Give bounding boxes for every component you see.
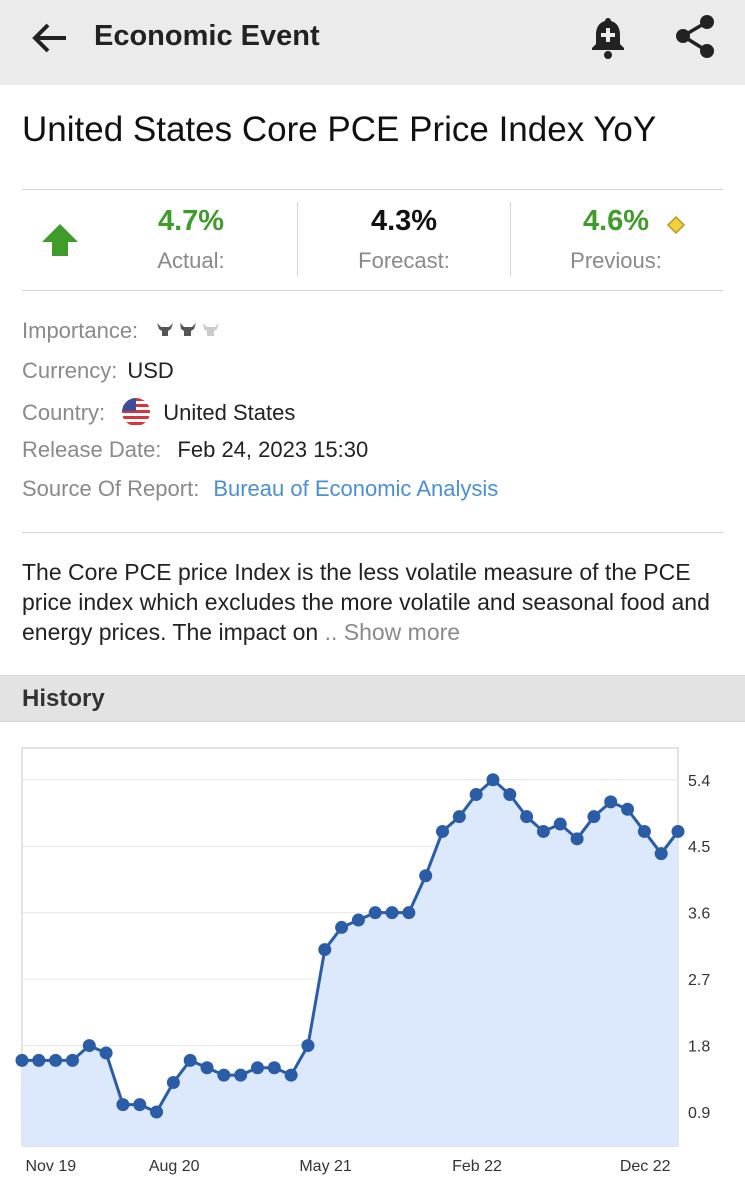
description: The Core PCE price Index is the less vol…	[22, 557, 727, 647]
point	[335, 920, 349, 934]
point	[385, 906, 399, 920]
x-tick-label: Feb 22	[452, 1158, 502, 1175]
previous-value: 4.6%	[582, 205, 650, 237]
y-tick-label: 0.9	[688, 1105, 710, 1122]
point	[234, 1068, 248, 1082]
point	[368, 906, 382, 920]
share-button[interactable]	[673, 14, 717, 60]
point	[150, 1105, 164, 1119]
previous-label: Previous:	[570, 248, 662, 273]
point	[301, 1039, 315, 1053]
country-row: Country: United States	[22, 397, 295, 427]
divider	[510, 202, 511, 276]
point	[65, 1053, 79, 1067]
history-chart: 0.9 1.8 2.7 3.6 4.5 5.4 Nov 19 Aug 20 May 21 Feb …	[15, 747, 710, 1175]
show-more[interactable]: .. Show more	[324, 619, 461, 645]
x-tick-label: Nov 19	[25, 1158, 76, 1175]
value: USD	[127, 358, 174, 383]
point	[284, 1068, 298, 1082]
point	[217, 1068, 231, 1082]
currency-row: Currency: USD	[22, 358, 174, 384]
importance-row: Importance:	[22, 318, 224, 344]
divider	[297, 202, 298, 276]
point	[587, 810, 601, 824]
flag-icon	[122, 398, 151, 426]
point	[402, 906, 416, 920]
point	[267, 1061, 281, 1075]
actual-label: Actual:	[157, 248, 225, 273]
x-tick-label: Aug 20	[149, 1158, 200, 1175]
divider	[22, 189, 723, 190]
point	[452, 810, 466, 824]
divider	[22, 290, 723, 291]
previous: 4.6% Previous:	[510, 205, 722, 274]
source-link[interactable]: Bureau of Economic Analysis	[213, 476, 499, 501]
history-title: History	[22, 685, 105, 712]
point	[604, 795, 618, 809]
release-row: Release Date: Feb 24, 2023 15:30	[22, 437, 368, 463]
point	[318, 943, 332, 957]
line	[22, 777, 680, 1114]
point	[503, 788, 517, 802]
y-tick-label: 1.8	[688, 1039, 710, 1056]
importance-icons	[157, 323, 220, 336]
back-button[interactable]	[30, 20, 70, 56]
top-bar: Economic Event	[0, 0, 745, 85]
point	[183, 1053, 197, 1067]
point	[200, 1061, 214, 1075]
point	[133, 1098, 147, 1112]
point	[553, 817, 567, 831]
description-text: The Core PCE price Index is the less vol…	[22, 559, 710, 645]
actual: 4.7% Actual:	[85, 205, 297, 274]
y-tick-label: 5.4	[688, 773, 710, 790]
point	[570, 832, 584, 846]
point	[621, 802, 635, 816]
actual-value: 4.7%	[157, 205, 225, 237]
forecast-label: Forecast:	[358, 248, 450, 273]
y-tick-label: 4.5	[688, 839, 710, 856]
forecast: 4.3% Forecast:	[298, 205, 510, 274]
point	[49, 1053, 63, 1067]
point	[351, 913, 365, 927]
value: United States	[163, 400, 296, 425]
point	[250, 1061, 264, 1075]
x-tick-label: Dec 22	[620, 1158, 671, 1175]
label: Source Of Report:	[22, 476, 200, 501]
point	[637, 824, 651, 838]
point	[32, 1053, 46, 1067]
area	[22, 779, 678, 1146]
history-header: History	[0, 675, 745, 722]
point	[520, 810, 534, 824]
y-tick-label: 3.6	[688, 906, 710, 923]
point	[419, 869, 433, 883]
point	[99, 1046, 113, 1060]
source-row: Source Of Report: Bureau of Economic Anal…	[22, 476, 498, 502]
label: Country:	[22, 400, 106, 425]
revised-icon	[666, 215, 686, 235]
divider	[22, 532, 723, 533]
screen-title: Economic Event	[94, 20, 320, 52]
value: Feb 24, 2023 15:30	[177, 437, 369, 462]
point	[436, 824, 450, 838]
point	[469, 788, 483, 802]
label: Importance:	[22, 318, 139, 343]
point	[536, 824, 550, 838]
x-tick-label: May 21	[299, 1158, 352, 1175]
label: Release Date:	[22, 437, 162, 462]
up-arrow-icon	[42, 224, 78, 256]
point	[116, 1098, 130, 1112]
point	[486, 773, 500, 787]
point	[671, 824, 685, 838]
y-tick-label: 2.7	[688, 972, 710, 989]
forecast-value: 4.3%	[370, 205, 438, 237]
point	[15, 1053, 29, 1067]
label: Currency:	[22, 358, 118, 383]
point	[82, 1039, 96, 1053]
point	[654, 847, 668, 861]
alert-button[interactable]	[587, 14, 629, 60]
event-title: United States Core PCE Price Index YoY	[22, 110, 657, 149]
point	[166, 1075, 180, 1089]
